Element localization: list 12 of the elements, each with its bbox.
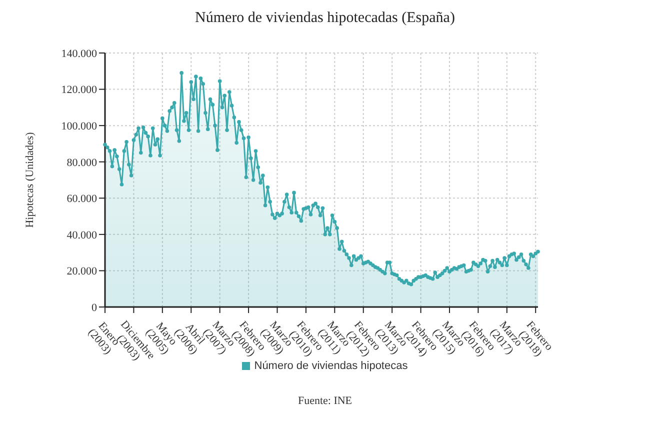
y-tick-label: 140.000 [61,48,98,60]
y-axis-title: Hipotecas (Unidades) [24,132,36,228]
y-tick-label: 80.000 [66,156,98,169]
chart-title: Número de viviendas hipotecadas (España) [194,10,456,27]
legend-label: Número de viviendas hipotecas [253,360,408,372]
y-tick-label: 60.000 [66,193,98,206]
y-tick-label: 20.000 [66,266,98,278]
y-tick-label: 120.000 [61,84,98,96]
source-note: Fuente: INE [296,395,354,407]
y-tick-label: 0 [92,302,98,314]
y-tick-label: 40.000 [66,229,98,242]
y-tick-label: 100.000 [61,120,98,132]
